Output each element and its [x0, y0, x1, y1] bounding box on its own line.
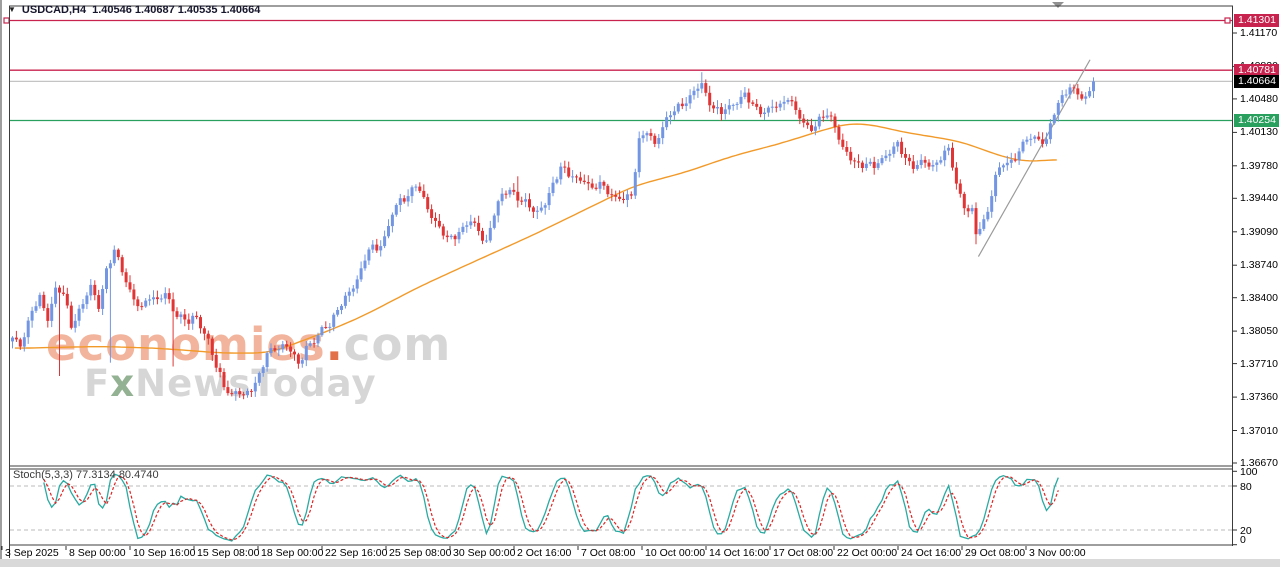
date-label: 10 Oct 00:00 — [645, 547, 706, 559]
stoch-scale-label: 100 — [1240, 465, 1258, 478]
price-tick-label: 1.39090 — [1240, 225, 1278, 238]
price-tick-label: 1.37710 — [1240, 357, 1278, 370]
stoch-name: Stoch(5,3,3) — [13, 469, 73, 481]
price-tick-label: 1.41170 — [1240, 27, 1278, 39]
price-badge: 1.40254 — [1234, 114, 1279, 127]
date-label: 3 Sep 2025 — [5, 547, 59, 559]
stoch-scale-label: 20 — [1240, 524, 1252, 537]
date-label: 29 Oct 08:00 — [965, 547, 1026, 559]
symbol-period-label: USDCAD,H4 — [21, 4, 87, 16]
line-handle[interactable] — [3, 17, 10, 24]
trendline[interactable] — [977, 59, 1091, 257]
price-tick-label: 1.38050 — [1240, 325, 1278, 338]
price-badge: 1.40781 — [1234, 63, 1279, 77]
date-label: 2 Oct 16:00 — [517, 547, 572, 559]
date-label: 24 Oct 16:00 — [901, 547, 962, 559]
price-tick-label: 1.38400 — [1240, 291, 1278, 304]
status-strip — [0, 559, 1280, 567]
date-label: 3 Nov 00:00 — [1029, 547, 1086, 559]
candles — [11, 72, 1095, 401]
price-tick-label: 1.36670 — [1240, 457, 1278, 469]
date-label: 14 Oct 16:00 — [709, 547, 770, 559]
price-tick-label: 1.39780 — [1240, 159, 1278, 172]
stoch-scale-label: 80 — [1240, 480, 1252, 493]
date-label: 8 Sep 00:00 — [69, 547, 126, 559]
chart-title: ▼ USDCAD,H4 1.40546 1.40687 1.40535 1.40… — [8, 3, 260, 17]
date-label: 17 Oct 08:00 — [773, 547, 834, 559]
date-label: 22 Sep 16:00 — [325, 547, 388, 559]
price-tick-label: 1.40130 — [1240, 126, 1278, 139]
price-tick-label: 1.37010 — [1240, 424, 1278, 437]
watermark-brand: economies — [46, 318, 326, 371]
time-axis[interactable]: 3 Sep 2025 8 Sep 00:00 10 Sep 16:00 15 Sep … — [0, 545, 1232, 560]
price-scale[interactable]: 1.411701.408201.404801.401301.397801.394… — [1233, 0, 1280, 560]
stoch-signal-line — [43, 475, 1059, 541]
price-tick-label: 1.37360 — [1240, 391, 1278, 404]
chart-shift-marker-icon[interactable] — [1052, 2, 1064, 8]
price-badge: 1.41301 — [1234, 14, 1279, 27]
date-label: 7 Oct 08:00 — [581, 547, 636, 559]
line-handle[interactable] — [1224, 17, 1231, 24]
symbol-dropdown-icon[interactable]: ▼ — [8, 5, 16, 14]
date-label: 18 Sep 00:00 — [261, 547, 324, 559]
stoch-scale-label: 0 — [1240, 533, 1246, 546]
price-tick-label: 1.40480 — [1240, 92, 1278, 105]
date-label: 30 Sep 00:00 — [453, 547, 516, 559]
stoch-main-line — [43, 473, 1059, 542]
price-badge: 1.40664 — [1234, 74, 1279, 88]
stoch-k-value: 77.3134 — [75, 469, 116, 481]
date-label: 10 Sep 16:00 — [133, 547, 196, 559]
watermark-x: x — [110, 362, 136, 405]
date-label: 22 Oct 00:00 — [837, 547, 898, 559]
price-tick-label: 1.39440 — [1240, 192, 1278, 205]
stoch-d-value: 80.4740 — [118, 469, 159, 481]
date-label: 25 Sep 08:00 — [389, 547, 452, 559]
moving-average-line — [14, 123, 1057, 354]
date-label: 15 Sep 08:00 — [197, 547, 260, 559]
watermark-economies: economies.com — [46, 318, 451, 371]
ohlc-values: 1.40546 1.40687 1.40535 1.40664 — [92, 4, 261, 16]
stochastic-indicator-label: Stoch(5,3,3) 77.3134 80.4740 — [13, 469, 159, 481]
price-tick-label: 1.38740 — [1240, 259, 1278, 272]
watermark-f: F — [84, 362, 111, 405]
watermark-tld: com — [343, 318, 452, 371]
